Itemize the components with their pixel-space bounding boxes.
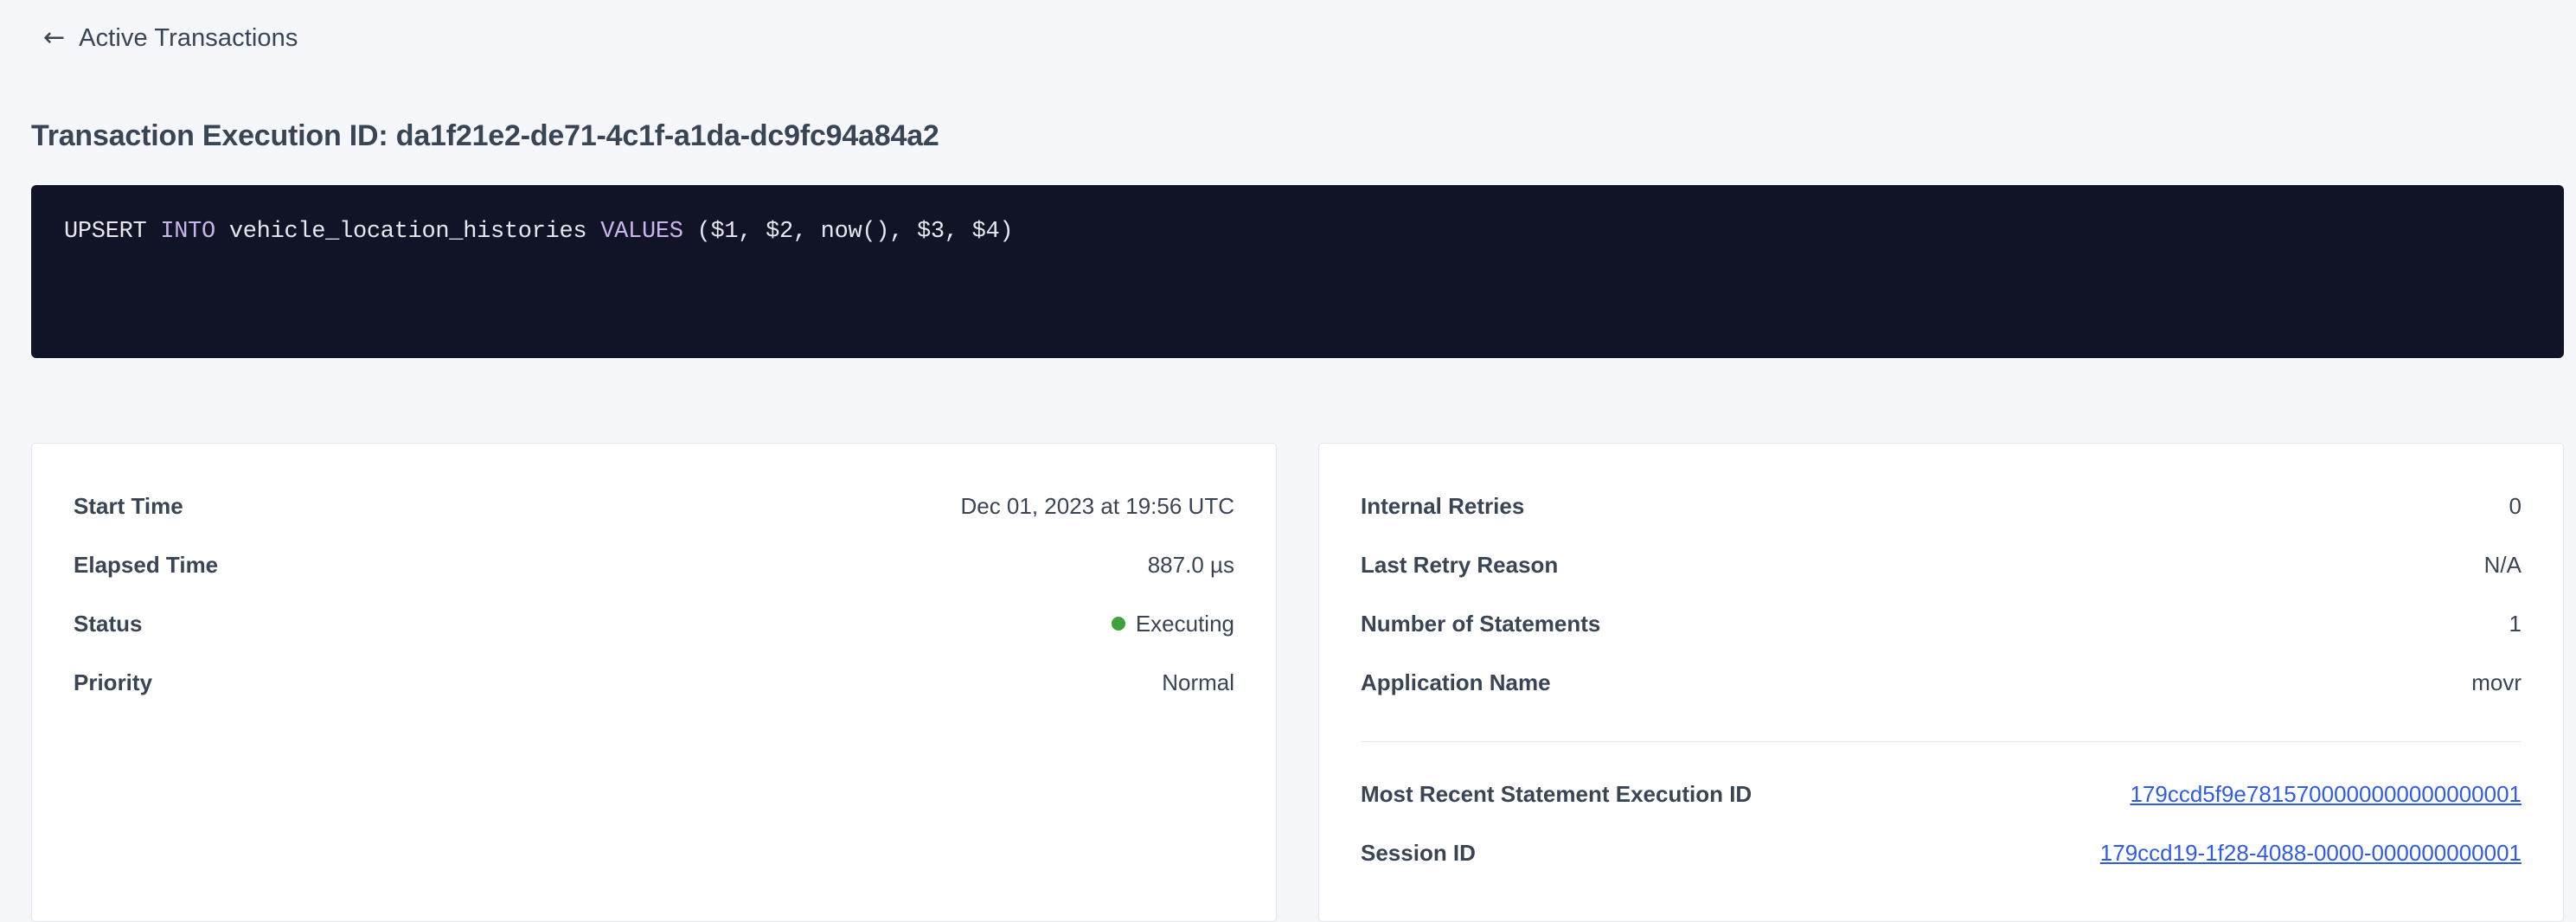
detail-label: Status (74, 610, 143, 637)
detail-row-most-recent-statement-execution-id: Most Recent Statement Execution ID 179cc… (1361, 765, 2522, 823)
detail-row-last-retry-reason: Last Retry Reason N/A (1361, 535, 2522, 594)
detail-row-internal-retries: Internal Retries 0 (1361, 477, 2522, 535)
most-recent-statement-execution-id-link[interactable]: 179ccd5f9e7815700000000000000001 (2130, 780, 2522, 807)
detail-label: Elapsed Time (74, 551, 219, 578)
status-text: Executing (1135, 610, 1234, 637)
detail-row-number-of-statements: Number of Statements 1 (1361, 594, 2522, 653)
transaction-statistics-card: Internal Retries 0 Last Retry Reason N/A… (1318, 443, 2564, 922)
detail-value: movr (2471, 669, 2522, 695)
sql-keyword-into: INTO (160, 219, 215, 245)
detail-value: Normal (1162, 669, 1234, 695)
sql-token-plain-2: vehicle_location_histories (215, 219, 601, 245)
detail-label: Start Time (74, 492, 183, 519)
detail-row-start-time: Start Time Dec 01, 2023 at 19:56 UTC (74, 477, 1234, 535)
detail-row-elapsed-time: Elapsed Time 887.0 µs (74, 535, 1234, 594)
sql-keyword-values: VALUES (600, 219, 683, 245)
detail-label: Priority (74, 669, 153, 695)
detail-label: Application Name (1361, 669, 1551, 695)
status-badge: Executing (1111, 610, 1234, 637)
detail-value: 0 (2509, 492, 2522, 519)
detail-row-status: Status Executing (74, 594, 1234, 653)
detail-row-session-id: Session ID 179ccd19-1f28-4088-0000-00000… (1361, 823, 2522, 882)
transaction-overview-card: Start Time Dec 01, 2023 at 19:56 UTC Ela… (31, 443, 1277, 922)
detail-cards-container: Start Time Dec 01, 2023 at 19:56 UTC Ela… (31, 443, 2564, 922)
back-to-active-transactions-link[interactable]: ← Active Transactions (43, 24, 298, 53)
sql-token-plain-3: ($1, $2, now(), $3, $4) (682, 219, 1014, 245)
sql-token-plain-1: UPSERT (64, 219, 161, 245)
arrow-left-icon: ← (43, 22, 66, 53)
back-link-label: Active Transactions (79, 24, 298, 52)
detail-value: 887.0 µs (1147, 551, 1234, 578)
detail-label: Internal Retries (1361, 492, 1525, 519)
page-title: Transaction Execution ID: da1f21e2-de71-… (31, 119, 939, 152)
card-divider (1361, 741, 2522, 742)
detail-label: Last Retry Reason (1361, 551, 1559, 578)
detail-row-priority: Priority Normal (74, 653, 1234, 712)
detail-label: Session ID (1361, 839, 1476, 866)
detail-row-application-name: Application Name movr (1361, 653, 2522, 712)
detail-value: Dec 01, 2023 at 19:56 UTC (960, 492, 1234, 519)
sql-statement-block: UPSERT INTO vehicle_location_histories V… (31, 185, 2564, 358)
session-id-link[interactable]: 179ccd19-1f28-4088-0000-000000000001 (2099, 839, 2522, 866)
sql-statement-text: UPSERT INTO vehicle_location_histories V… (64, 218, 2531, 246)
detail-label: Number of Statements (1361, 610, 1601, 637)
detail-value: N/A (2483, 551, 2522, 578)
detail-label: Most Recent Statement Execution ID (1361, 780, 1753, 807)
status-dot-icon (1111, 617, 1125, 631)
detail-value: 1 (2509, 610, 2522, 637)
